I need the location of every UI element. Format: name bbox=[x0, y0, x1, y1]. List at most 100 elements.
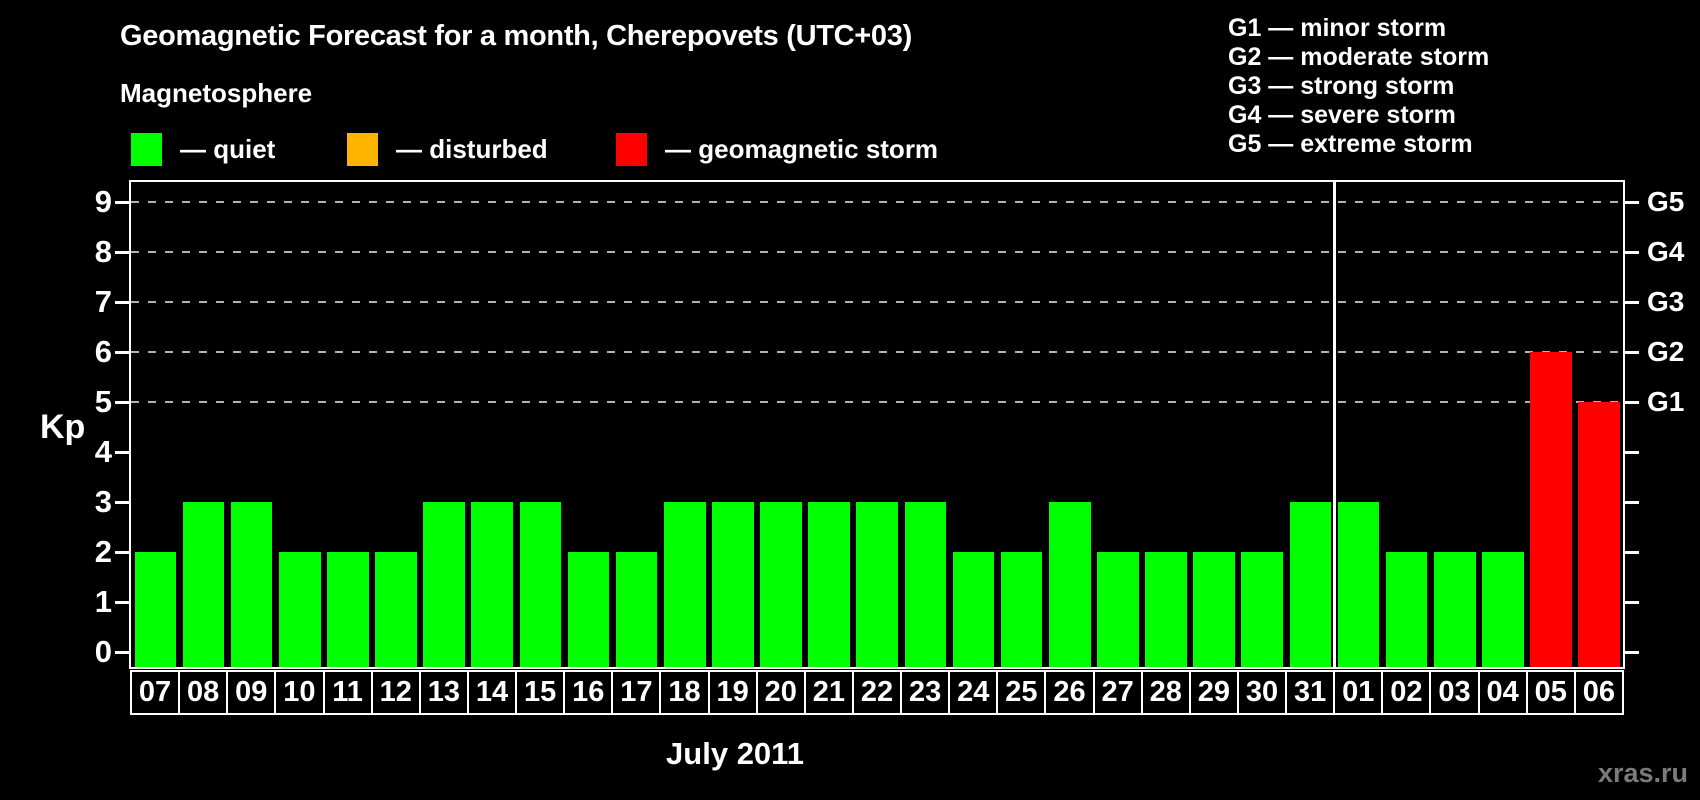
x-axis-day-29: 29 bbox=[1188, 670, 1239, 715]
bar-day-17 bbox=[615, 552, 658, 667]
x-axis-day-26: 26 bbox=[1044, 670, 1095, 715]
g-legend-line-1: G1 — minor storm bbox=[1228, 14, 1447, 42]
y-axis-tick-7 bbox=[115, 300, 129, 304]
y-axis-title: Kp bbox=[40, 408, 86, 446]
y-axis-tick-5 bbox=[115, 400, 129, 404]
right-axis-tick-1 bbox=[1625, 600, 1639, 604]
legend-item-quiet: — quiet bbox=[131, 133, 275, 166]
x-axis-day-19: 19 bbox=[707, 670, 758, 715]
gridline-kp-6 bbox=[131, 351, 1623, 353]
right-axis-tick-8 bbox=[1625, 250, 1639, 254]
magnetosphere-legend-title: Magnetosphere bbox=[120, 78, 313, 108]
x-axis-day-17: 17 bbox=[611, 670, 662, 715]
bar-day-28 bbox=[1145, 552, 1187, 667]
right-axis-label-G3: G3 bbox=[1647, 286, 1685, 317]
bar-day-09 bbox=[230, 502, 273, 667]
y-axis-tick-1 bbox=[115, 600, 129, 604]
disturbed-swatch-icon bbox=[347, 133, 378, 166]
y-axis-label-1: 1 bbox=[94, 584, 112, 619]
right-axis-label-G2: G2 bbox=[1647, 336, 1685, 367]
g-legend-line-5: G5 — extreme storm bbox=[1228, 130, 1473, 158]
quiet-swatch-icon bbox=[131, 133, 162, 166]
right-axis-tick-7 bbox=[1625, 300, 1639, 304]
y-axis-label-6: 6 bbox=[94, 334, 112, 369]
bar-day-24 bbox=[952, 552, 995, 667]
g-legend-line-2: G2 — moderate storm bbox=[1228, 43, 1490, 71]
y-axis-label-2: 2 bbox=[94, 534, 112, 569]
x-axis-day-25: 25 bbox=[996, 670, 1047, 715]
g-scale-legend: G1 — minor storm G2 — moderate storm G3 — … bbox=[1228, 14, 1489, 159]
right-axis-tick-2 bbox=[1625, 550, 1639, 554]
x-axis-day-11: 11 bbox=[322, 670, 373, 715]
storm-swatch-icon bbox=[616, 133, 647, 166]
chart-plot-area bbox=[129, 180, 1625, 669]
bar-day-02 bbox=[1385, 552, 1428, 667]
bar-day-05 bbox=[1530, 352, 1572, 667]
legend-label-quiet: — quiet bbox=[180, 134, 276, 164]
x-axis-day-28: 28 bbox=[1140, 670, 1191, 715]
gridline-kp-8 bbox=[131, 251, 1623, 253]
right-axis-tick-6 bbox=[1625, 350, 1639, 354]
x-axis-title: July 2011 bbox=[666, 736, 804, 771]
x-axis-day-20: 20 bbox=[755, 670, 806, 715]
bar-day-06 bbox=[1578, 402, 1620, 667]
bar-day-22 bbox=[856, 502, 899, 667]
x-axis-day-09: 09 bbox=[226, 670, 277, 715]
x-axis-day-27: 27 bbox=[1092, 670, 1143, 715]
chart-plot-inner bbox=[131, 182, 1623, 667]
bar-day-21 bbox=[808, 502, 850, 667]
g-legend-line-4: G4 — severe storm bbox=[1228, 101, 1456, 129]
right-axis-label-G5: G5 bbox=[1647, 186, 1685, 217]
right-axis-tick-9 bbox=[1625, 200, 1639, 204]
page-title: Geomagnetic Forecast for a month, Cherep… bbox=[120, 20, 912, 52]
bar-day-01 bbox=[1337, 502, 1380, 667]
x-axis-day-31: 31 bbox=[1285, 670, 1336, 715]
x-axis-day-03: 03 bbox=[1429, 670, 1480, 715]
legend-label-disturbed: — disturbed bbox=[396, 134, 548, 164]
x-axis-day-30: 30 bbox=[1236, 670, 1288, 715]
bar-day-12 bbox=[375, 552, 417, 667]
x-axis-day-14: 14 bbox=[466, 670, 518, 715]
watermark-xras: xras.ru bbox=[1597, 758, 1688, 788]
bar-day-18 bbox=[663, 502, 706, 667]
x-axis-day-13: 13 bbox=[418, 670, 469, 715]
y-axis-tick-9 bbox=[115, 200, 129, 204]
gridline-kp-7 bbox=[131, 301, 1623, 303]
g-legend-line-3: G3 — strong storm bbox=[1228, 72, 1455, 100]
bar-day-25 bbox=[1000, 552, 1043, 667]
bar-day-16 bbox=[567, 552, 610, 667]
x-axis-day-18: 18 bbox=[659, 670, 710, 715]
x-axis-day-07: 07 bbox=[130, 670, 181, 715]
legend-label-storm: — geomagnetic storm bbox=[665, 134, 939, 164]
x-axis-day-02: 02 bbox=[1381, 670, 1432, 715]
bar-day-03 bbox=[1433, 552, 1476, 667]
x-axis-day-04: 04 bbox=[1477, 670, 1528, 715]
y-axis-label-0: 0 bbox=[94, 634, 112, 669]
bar-day-26 bbox=[1048, 502, 1091, 667]
x-axis-day-16: 16 bbox=[563, 670, 614, 715]
y-axis-label-3: 3 bbox=[94, 484, 112, 519]
x-axis-day-12: 12 bbox=[370, 670, 421, 715]
x-axis-day-22: 22 bbox=[851, 670, 903, 715]
bar-day-29 bbox=[1193, 552, 1235, 667]
bar-day-10 bbox=[278, 552, 321, 667]
bar-day-08 bbox=[182, 502, 225, 667]
bar-day-20 bbox=[760, 502, 802, 667]
y-axis-label-7: 7 bbox=[94, 284, 112, 319]
bar-day-30 bbox=[1241, 552, 1284, 667]
right-axis-tick-4 bbox=[1625, 450, 1639, 454]
y-axis-tick-2 bbox=[115, 550, 129, 554]
bar-day-07 bbox=[134, 552, 177, 667]
y-axis-label-9: 9 bbox=[94, 184, 112, 219]
y-axis-label-8: 8 bbox=[94, 234, 112, 269]
gridline-kp-5 bbox=[131, 401, 1623, 403]
x-axis-day-24: 24 bbox=[948, 670, 999, 715]
x-axis-day-01: 01 bbox=[1333, 670, 1384, 715]
bar-day-11 bbox=[327, 552, 369, 667]
bar-day-13 bbox=[423, 502, 465, 667]
bar-day-27 bbox=[1097, 552, 1139, 667]
x-axis-day-21: 21 bbox=[803, 670, 854, 715]
y-axis-tick-3 bbox=[115, 500, 129, 504]
bar-day-04 bbox=[1482, 552, 1524, 667]
x-axis-day-08: 08 bbox=[178, 670, 229, 715]
